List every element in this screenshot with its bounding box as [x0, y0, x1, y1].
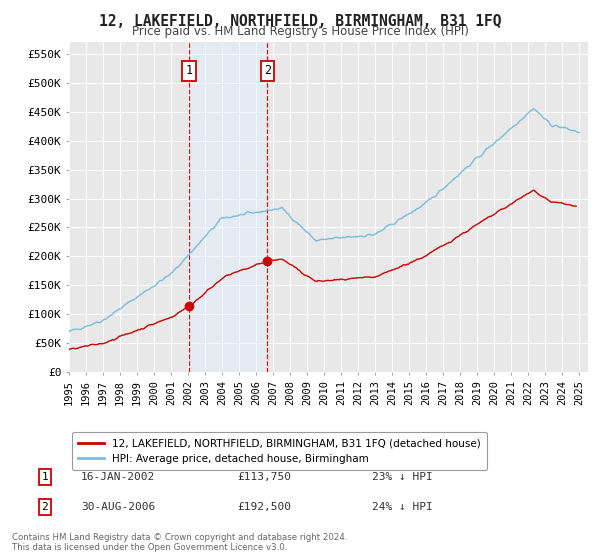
Text: £192,500: £192,500	[237, 502, 291, 512]
Text: Price paid vs. HM Land Registry's House Price Index (HPI): Price paid vs. HM Land Registry's House …	[131, 25, 469, 38]
Text: 16-JAN-2002: 16-JAN-2002	[81, 472, 155, 482]
Text: Contains HM Land Registry data © Crown copyright and database right 2024.: Contains HM Land Registry data © Crown c…	[12, 533, 347, 542]
Text: This data is licensed under the Open Government Licence v3.0.: This data is licensed under the Open Gov…	[12, 543, 287, 552]
Text: 2: 2	[264, 64, 271, 77]
Text: 24% ↓ HPI: 24% ↓ HPI	[372, 502, 433, 512]
Text: 1: 1	[41, 472, 49, 482]
Legend: 12, LAKEFIELD, NORTHFIELD, BIRMINGHAM, B31 1FQ (detached house), HPI: Average pr: 12, LAKEFIELD, NORTHFIELD, BIRMINGHAM, B…	[71, 432, 487, 470]
Text: 12, LAKEFIELD, NORTHFIELD, BIRMINGHAM, B31 1FQ: 12, LAKEFIELD, NORTHFIELD, BIRMINGHAM, B…	[99, 14, 501, 29]
Text: 23% ↓ HPI: 23% ↓ HPI	[372, 472, 433, 482]
Bar	[189, 42, 268, 372]
Text: £113,750: £113,750	[237, 472, 291, 482]
Text: 30-AUG-2006: 30-AUG-2006	[81, 502, 155, 512]
Text: 1: 1	[185, 64, 193, 77]
Text: 2: 2	[41, 502, 49, 512]
